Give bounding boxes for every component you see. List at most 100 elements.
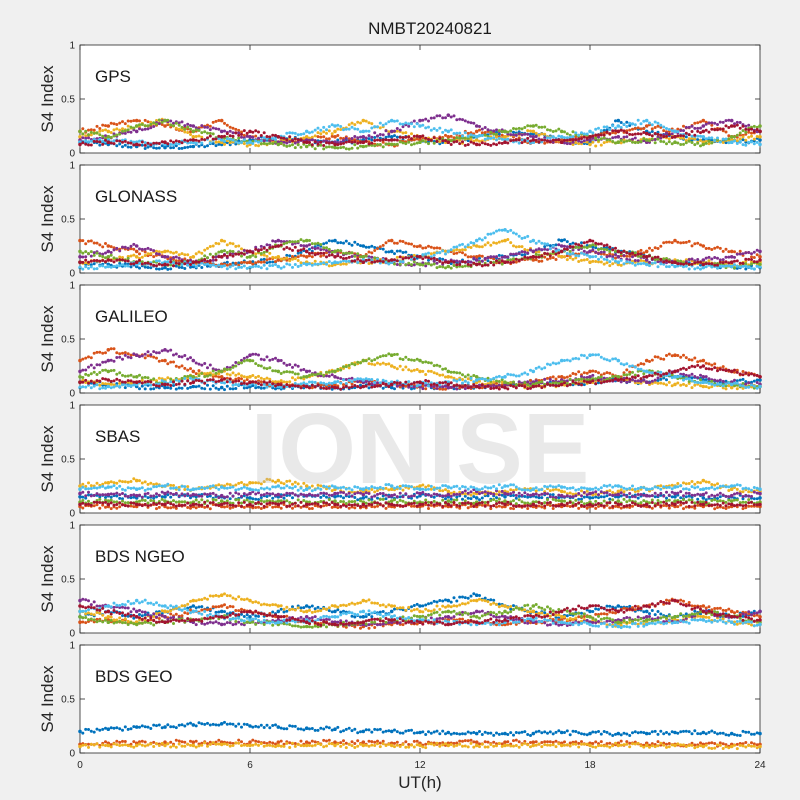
data-point (503, 135, 507, 139)
trace-point (509, 261, 513, 264)
trace-point (143, 383, 147, 387)
trace-point (395, 241, 399, 245)
trace-point (741, 370, 745, 373)
trace-point (495, 229, 498, 233)
trace-point (458, 260, 462, 264)
trace-point (670, 376, 674, 380)
trace-point (211, 255, 215, 259)
trace-point (98, 133, 102, 137)
trace-point (622, 122, 626, 126)
trace-point (537, 365, 541, 369)
trace-point (537, 133, 541, 137)
trace-point (733, 266, 736, 270)
trace-point (466, 262, 470, 266)
trace-point (478, 256, 481, 260)
trace-point (421, 123, 425, 127)
data-point (333, 375, 337, 379)
trace-point (568, 252, 572, 256)
trace-point (659, 257, 663, 261)
trace-point (546, 257, 549, 261)
trace-point (140, 128, 144, 132)
trace-point (327, 129, 331, 133)
trace-point (670, 241, 674, 245)
trace-point (642, 372, 646, 376)
trace-point (608, 359, 612, 363)
trace-point (492, 241, 496, 245)
trace-point (738, 252, 742, 256)
trace-point (146, 266, 150, 269)
trace-point (174, 261, 178, 265)
trace-point (259, 260, 263, 264)
trace-point (350, 255, 354, 258)
trace-point (427, 361, 430, 365)
trace-point (115, 258, 119, 262)
trace-point (752, 137, 756, 141)
trace-point (152, 350, 156, 354)
data-point (389, 129, 394, 134)
trace-point (514, 374, 518, 378)
trace-point (299, 132, 303, 136)
trace-point (523, 381, 527, 384)
trace-point (718, 264, 722, 268)
trace-point (648, 121, 651, 125)
trace-point (384, 135, 388, 139)
trace-point (376, 125, 379, 129)
trace-point (237, 379, 241, 383)
trace-point (495, 375, 498, 379)
trace-point (735, 135, 739, 139)
trace-point (707, 246, 711, 250)
trace-point (721, 264, 725, 268)
trace-point (639, 122, 643, 126)
trace-point (302, 381, 306, 385)
trace-point (189, 138, 192, 142)
trace-point (194, 372, 198, 376)
trace-point (364, 129, 368, 133)
trace-point (628, 132, 632, 136)
trace-point (463, 248, 467, 252)
trace-point (755, 381, 759, 384)
trace-point (625, 380, 629, 384)
trace-point (693, 137, 697, 141)
trace-point (279, 372, 283, 375)
data-point (559, 254, 564, 259)
trace-point (478, 143, 481, 147)
trace-point (449, 134, 453, 138)
trace-point (169, 146, 173, 150)
trace-point (217, 379, 221, 383)
trace-point (557, 134, 561, 138)
trace-point (89, 372, 93, 376)
trace-point (642, 131, 646, 134)
trace-point (693, 380, 697, 384)
trace-point (395, 129, 399, 133)
trace-point (639, 140, 643, 144)
trace-point (271, 245, 275, 249)
trace-point (87, 365, 90, 369)
trace-point (571, 130, 575, 134)
trace-point (537, 250, 541, 254)
trace-point (177, 121, 181, 125)
trace-point (534, 258, 538, 262)
trace-point (251, 352, 255, 356)
trace-point (707, 262, 711, 266)
trace-point (370, 126, 374, 130)
trace-point (206, 259, 209, 263)
trace-point (325, 255, 328, 259)
trace-point (727, 255, 731, 259)
trace-point (676, 141, 680, 145)
trace-point (189, 127, 192, 131)
trace-point (534, 135, 538, 139)
trace-point (123, 351, 127, 355)
trace-point (486, 128, 490, 132)
trace-point (696, 381, 700, 384)
trace-point (155, 259, 158, 263)
trace-point (650, 257, 654, 261)
trace-point (393, 258, 396, 262)
trace-point (87, 140, 90, 144)
trace-point (659, 125, 663, 129)
trace-point (381, 354, 385, 358)
trace-point (469, 133, 473, 137)
trace-point (242, 252, 246, 256)
trace-point (551, 250, 555, 254)
trace-point (339, 368, 343, 372)
trace-point (733, 263, 736, 267)
